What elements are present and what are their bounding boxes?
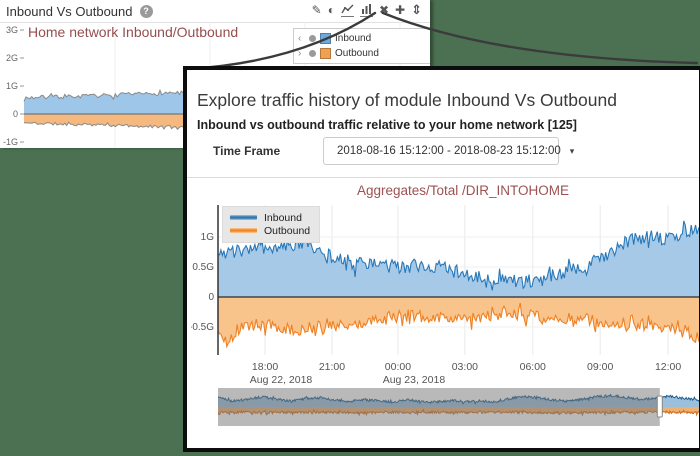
svg-text:Aug 23, 2018: Aug 23, 2018 xyxy=(383,374,446,385)
widget-toolbar: ✎ ◐ ✖ ✚ ⇕ xyxy=(312,3,422,17)
navigator-handle[interactable] xyxy=(656,395,663,418)
traffic-chart-title: Aggregates/Total /DIR_INTOHOME xyxy=(356,183,570,198)
bar-chart-icon[interactable] xyxy=(359,3,373,17)
outbound-line-swatch xyxy=(230,228,257,233)
legend-item-inbound[interactable]: Inbound xyxy=(230,211,310,224)
close-icon[interactable]: ✖ xyxy=(378,3,390,17)
svg-text:3G: 3G xyxy=(6,25,18,35)
legend-item-outbound[interactable]: Outbound xyxy=(230,224,310,237)
svg-text:1G: 1G xyxy=(201,232,215,243)
legend-label: Outbound xyxy=(335,48,379,59)
widget-header: Inbound Vs Outbound ? ✎ ◐ ✖ ✚ ⇕ xyxy=(0,0,430,23)
svg-text:06:00: 06:00 xyxy=(520,361,546,373)
widget-title: Inbound Vs Outbound xyxy=(6,3,133,19)
time-frame-value: 2018-08-16 15:12:00 - 2018-08-23 15:12:0… xyxy=(337,145,561,157)
navigator-unselected-region[interactable] xyxy=(218,388,660,426)
svg-text:0.5G: 0.5G xyxy=(192,262,214,273)
svg-text:1G: 1G xyxy=(6,81,18,91)
svg-text:09:00: 09:00 xyxy=(587,361,613,373)
range-navigator[interactable] xyxy=(218,388,700,426)
svg-text:0: 0 xyxy=(208,292,214,303)
svg-text:18:00: 18:00 xyxy=(252,361,278,373)
svg-text:-0.5G: -0.5G xyxy=(191,322,214,333)
chevron-right-icon: › xyxy=(298,47,302,59)
resize-icon[interactable]: ⇕ xyxy=(411,2,422,17)
svg-text:12:00: 12:00 xyxy=(655,361,681,373)
contrast-icon[interactable]: ◐ xyxy=(327,3,335,17)
help-icon[interactable]: ? xyxy=(139,4,153,18)
traffic-chart-legend: Inbound Outbound xyxy=(222,206,321,243)
caret-down-icon: ▾ xyxy=(569,145,575,156)
legend-label: Inbound xyxy=(335,33,372,44)
dialog-title: Explore traffic history of module Inboun… xyxy=(197,90,617,110)
inbound-swatch xyxy=(320,33,331,44)
legend-label: Outbound xyxy=(264,224,311,237)
series-dot-icon xyxy=(309,50,316,57)
svg-text:03:00: 03:00 xyxy=(452,361,478,373)
svg-text:Aug 22, 2018: Aug 22, 2018 xyxy=(250,374,313,385)
time-frame-picker[interactable]: 2018-08-16 15:12:00 - 2018-08-23 15:12:0… xyxy=(323,137,574,165)
explore-traffic-dialog: Explore traffic history of module Inboun… xyxy=(183,66,700,452)
inbound-line-swatch xyxy=(230,215,257,220)
time-frame-label: Time Frame xyxy=(213,144,281,158)
legend-item-outbound[interactable]: › Outbound xyxy=(298,46,430,61)
add-icon[interactable]: ✚ xyxy=(395,3,406,17)
svg-text:-1G: -1G xyxy=(3,137,18,147)
legend-item-inbound[interactable]: ‹ Inbound xyxy=(298,31,430,46)
widget-chart-title: Home network Inbound/Outbound xyxy=(28,24,239,40)
divider xyxy=(187,177,699,178)
svg-text:2G: 2G xyxy=(6,53,18,63)
svg-text:00:00: 00:00 xyxy=(385,361,411,373)
chevron-left-icon: ‹ xyxy=(298,32,302,44)
dialog-subtitle: Inbound vs outbound traffic relative to … xyxy=(197,118,577,132)
series-dot-icon xyxy=(309,35,316,42)
legend-label: Inbound xyxy=(264,211,302,224)
svg-text:21:00: 21:00 xyxy=(319,361,345,373)
edit-icon[interactable]: ✎ xyxy=(311,3,322,17)
outbound-swatch xyxy=(320,48,331,59)
widget-legend: ‹ Inbound › Outbound xyxy=(293,28,430,64)
svg-text:0: 0 xyxy=(13,109,18,119)
line-chart-icon[interactable] xyxy=(340,3,354,17)
